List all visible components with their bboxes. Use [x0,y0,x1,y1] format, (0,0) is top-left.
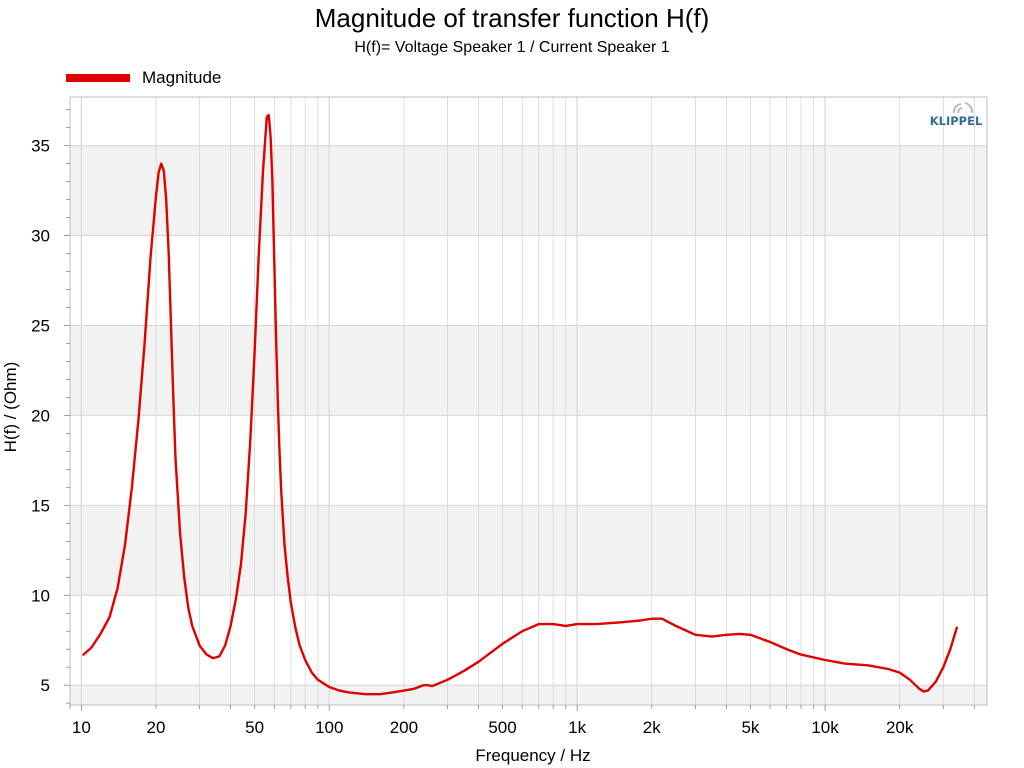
y-tick-label: 10 [31,586,50,605]
chart-title: Magnitude of transfer function H(f) [314,3,710,33]
x-tick-label: 5k [741,718,759,737]
y-tick-label: 20 [31,406,50,425]
x-axis-ticks: 10 20 50 100 200 500 1k 2k 5k 10k 20k [69,705,975,737]
plot-bands [70,145,987,705]
x-tick-label: 100 [315,718,343,737]
klippel-logo-text: KLIPPEL [930,114,983,128]
klippel-logo: KLIPPEL [928,100,984,132]
series-group [82,113,958,696]
y-tick-label: 15 [31,496,50,515]
legend: Magnitude [66,67,221,89]
plot-band [70,685,987,705]
plot-band [70,325,987,416]
series-line-magnitude [82,113,958,696]
x-tick-label: 1k [568,718,586,737]
y-tick-label: 30 [31,227,50,246]
y-tick-label: 25 [31,316,50,335]
legend-label-magnitude: Magnitude [142,68,222,87]
legend-swatch-magnitude [66,74,130,82]
x-tick-label: 10k [811,718,839,737]
plot-border [69,96,988,706]
x-axis-label: Frequency / Hz [475,746,590,765]
plot-band [70,505,987,596]
x-tick-label: 20k [886,718,914,737]
chart-subtitle: H(f)= Voltage Speaker 1 / Current Speake… [354,39,670,56]
y-tick-label: 35 [31,137,50,156]
y-tick-label: 5 [41,676,50,695]
plot-band [70,145,987,236]
x-tick-label: 50 [245,718,264,737]
x-tick-label: 20 [147,718,166,737]
y-axis-ticks: 5 10 15 20 25 30 35 [31,109,70,704]
x-tick-label: 200 [390,718,418,737]
x-tick-label: 10 [72,718,91,737]
x-tick-label: 500 [488,718,516,737]
x-tick-label: 2k [643,718,661,737]
y-axis-label: H(f) / (Ohm) [1,362,20,453]
plot-frame [69,96,988,706]
